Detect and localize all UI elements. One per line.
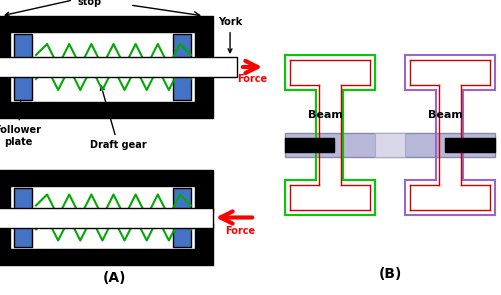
Bar bbox=[10, 16, 195, 32]
Bar bbox=[285, 133, 495, 157]
Text: Draft
stop: Draft stop bbox=[5, 0, 104, 16]
Bar bbox=[0, 76, 10, 118]
Bar bbox=[375, 133, 405, 157]
Bar bbox=[0, 170, 10, 212]
Bar bbox=[173, 188, 191, 247]
Bar bbox=[0, 207, 213, 227]
Text: (A): (A) bbox=[103, 271, 127, 285]
Bar bbox=[195, 223, 213, 265]
Bar bbox=[0, 223, 10, 265]
Text: Beam: Beam bbox=[427, 110, 462, 120]
Bar bbox=[195, 76, 213, 118]
Bar bbox=[14, 188, 32, 247]
Bar bbox=[195, 16, 213, 58]
Bar bbox=[445, 138, 495, 152]
Text: Follower
plate: Follower plate bbox=[0, 71, 42, 147]
Bar bbox=[195, 170, 213, 212]
Text: Force: Force bbox=[237, 74, 267, 84]
Bar bbox=[0, 57, 237, 77]
Text: Force: Force bbox=[225, 225, 255, 235]
Text: Draft gear: Draft gear bbox=[90, 86, 146, 150]
Bar bbox=[10, 170, 195, 186]
Bar bbox=[14, 34, 32, 100]
Text: York: York bbox=[218, 17, 242, 53]
Bar bbox=[0, 16, 10, 58]
Text: Beam: Beam bbox=[308, 110, 343, 120]
Bar bbox=[285, 138, 335, 152]
Bar bbox=[173, 34, 191, 100]
Bar bbox=[10, 102, 195, 118]
Text: (B): (B) bbox=[378, 267, 402, 281]
Bar bbox=[10, 249, 195, 265]
